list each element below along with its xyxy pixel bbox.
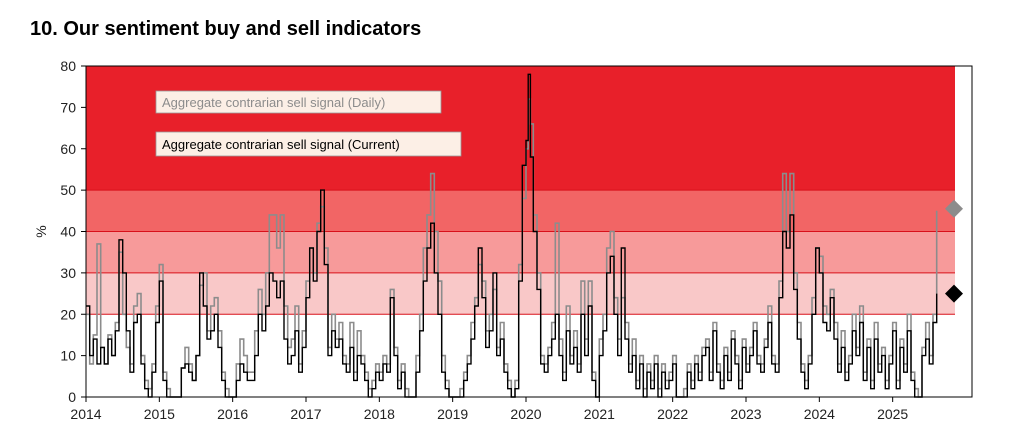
y-tick-label: 60: [60, 141, 76, 157]
legend-box-1: [155, 131, 462, 157]
x-tick-label: 2021: [584, 406, 615, 422]
band-40-50: [86, 190, 955, 232]
legend-box-0: [155, 90, 442, 114]
y-tick-label: 80: [60, 58, 76, 74]
y-tick-label: 40: [60, 224, 76, 240]
x-tick-label: 2020: [510, 406, 541, 422]
x-tick-label: 2018: [364, 406, 395, 422]
x-tick-label: 2016: [217, 406, 248, 422]
band-20-30: [86, 272, 955, 315]
x-tick-label: 2022: [657, 406, 688, 422]
legend-label-1: Aggregate contrarian sell signal (Curren…: [162, 137, 400, 152]
signal-bands: [86, 66, 955, 315]
x-tick-label: 2023: [730, 406, 761, 422]
x-tick-label: 2025: [877, 406, 908, 422]
chart-title: 10. Our sentiment buy and sell indicator…: [30, 18, 422, 40]
y-tick-label: 20: [60, 306, 76, 322]
y-axis-label: %: [33, 225, 49, 237]
axes: 0 10 20 30 40 50 60 70 80 2014 2015 2016 2017 2018 201…: [33, 58, 973, 422]
daily-marker-diamond: [945, 199, 963, 218]
current-markers: [945, 199, 963, 303]
y-tick-label: 10: [60, 348, 76, 364]
band-50-80: [86, 66, 955, 191]
x-tick-label: 2017: [290, 406, 321, 422]
x-tick-label: 2015: [144, 406, 175, 422]
x-tick-label: 2014: [70, 406, 101, 422]
y-tick-label: 50: [60, 182, 76, 198]
y-tick-label: 70: [60, 99, 76, 115]
y-tick-label: 0: [68, 389, 76, 405]
x-tick-label: 2019: [437, 406, 468, 422]
y-tick-label: 30: [60, 265, 76, 281]
legend: Aggregate contrarian sell signal (Daily)…: [155, 90, 462, 157]
current-marker-diamond: [945, 284, 963, 303]
legend-label-0: Aggregate contrarian sell signal (Daily): [162, 95, 385, 110]
band-30-40: [86, 231, 955, 273]
x-tick-label: 2024: [804, 406, 835, 422]
